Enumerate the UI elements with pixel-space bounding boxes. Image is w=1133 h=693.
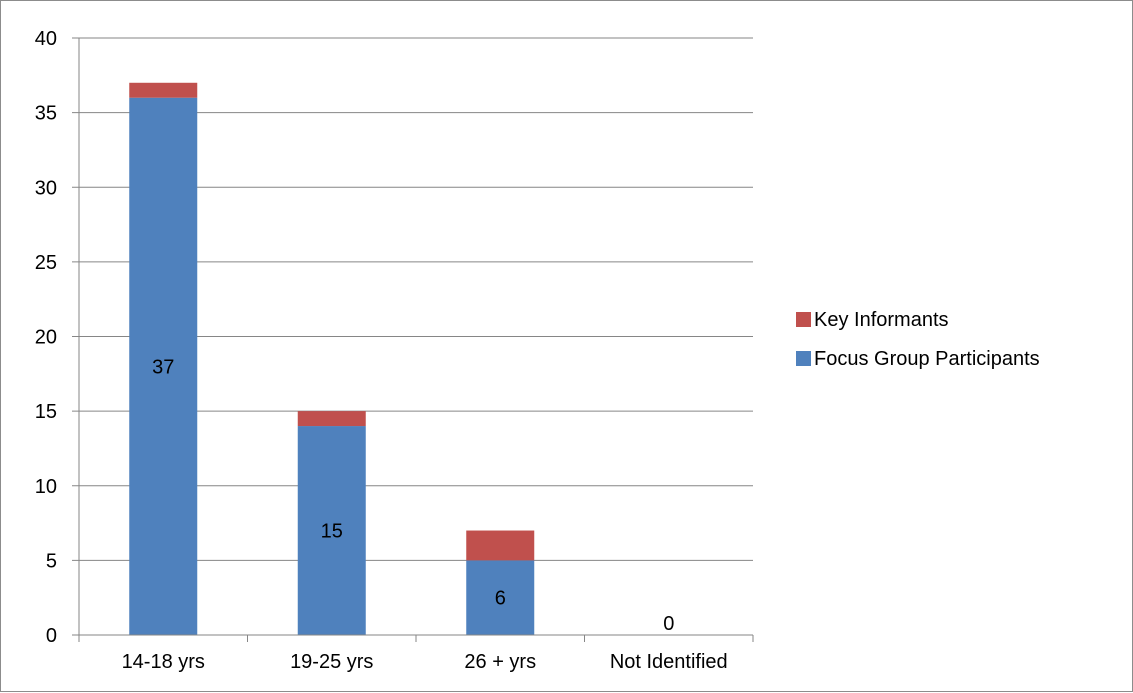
y-tick-label: 20	[35, 327, 57, 349]
bar-key-informants-1	[297, 411, 366, 427]
bars	[129, 82, 535, 635]
y-tick-label: 15	[35, 401, 57, 423]
y-tick-label: 35	[35, 103, 57, 125]
bar-focus-group-participants-1	[297, 426, 366, 635]
y-tick-label: 5	[46, 550, 57, 572]
legend: Key Informants Focus Group Participants	[796, 309, 1040, 370]
x-category-label: Not Identified	[610, 651, 728, 673]
data-label: 0	[663, 613, 674, 635]
bar-key-informants-2	[466, 530, 535, 561]
x-category-label: 14-18 yrs	[122, 651, 205, 673]
axes	[72, 37, 754, 642]
data-label: 37	[152, 356, 174, 378]
y-tick-label: 30	[35, 177, 57, 199]
legend-swatch-key-informants	[796, 312, 811, 327]
data-label: 6	[495, 588, 506, 610]
y-tick-label: 10	[35, 476, 57, 498]
y-tick-label: 40	[35, 28, 57, 50]
legend-label: Key Informants	[814, 309, 949, 331]
legend-label: Focus Group Participants	[814, 348, 1040, 370]
bar-focus-group-participants-2	[466, 560, 535, 635]
legend-swatch-focus-group-participants	[796, 351, 811, 366]
labels: 0 5 10 15 20 25 30 35 40 14-18 yrs 37 19-25 yrs 15 26…	[35, 28, 728, 673]
y-tick-label: 0	[46, 625, 57, 647]
bar-key-informants-0	[129, 82, 198, 98]
bar-focus-group-participants-0	[129, 97, 198, 635]
x-category-label: 26 + yrs	[464, 651, 536, 673]
y-tick-label: 25	[35, 252, 57, 274]
x-category-label: 19-25 yrs	[290, 651, 373, 673]
data-label: 15	[321, 521, 343, 543]
